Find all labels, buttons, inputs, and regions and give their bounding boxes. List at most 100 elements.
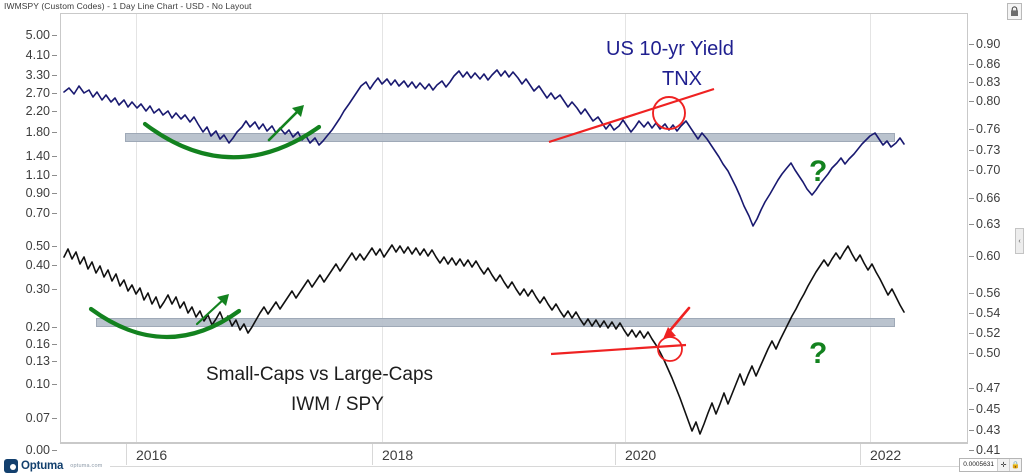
right-axis-tick-0.60: 0.60: [976, 249, 1001, 263]
right-axis-tick-0.54: 0.54: [976, 306, 1001, 320]
right-axis-tickmark: [969, 150, 974, 151]
tnx-panel-graphics: [63, 69, 905, 227]
optuma-logo-text: Optuma: [21, 459, 64, 472]
tnx-question-mark: ?: [809, 155, 828, 188]
right-axis-tick-0.52: 0.52: [976, 326, 1001, 340]
left-axis-tick-0.20: 0.20: [25, 320, 50, 334]
footer-divider: [110, 466, 970, 467]
x-axis-separator: [126, 444, 127, 465]
left-axis-tickmark: [52, 193, 57, 194]
tnx-price-line: [63, 69, 905, 227]
left-axis-tickmark: [52, 418, 57, 419]
left-axis-tickmark: [52, 175, 57, 176]
left-axis-tick-2.20: 2.20: [25, 104, 50, 118]
right-axis-tick-0.73: 0.73: [976, 143, 1001, 157]
optuma-url: optuma.com: [70, 462, 103, 469]
support-band-iwmspy: [96, 318, 895, 327]
crosshair-icon[interactable]: ✛: [998, 459, 1010, 471]
left-axis-tick-3.30: 3.30: [25, 68, 50, 82]
tnx-breakout-arrow: [267, 105, 304, 142]
right-axis-tickmark: [969, 256, 974, 257]
value-readout: 0.0005631: [960, 459, 998, 471]
left-axis-tickmark: [52, 344, 57, 345]
left-axis-tickmark: [52, 156, 57, 157]
iwmspy-rounded-bottom-arc: [88, 306, 242, 340]
right-axis-tick-0.90: 0.90: [976, 37, 1001, 51]
left-axis-tick-0.30: 0.30: [25, 282, 50, 296]
left-axis-tickmark: [52, 35, 57, 36]
gridline-2020: [625, 14, 626, 442]
right-value-axis[interactable]: 0.90 0.86 0.83 0.80 0.76 0.73 0.70 0.66 0.63 0.60…: [968, 13, 1024, 456]
left-axis-tickmark: [52, 132, 57, 133]
left-axis-tick-0.16: 0.16: [25, 337, 50, 351]
right-axis-tickmark: [969, 64, 974, 65]
left-axis-tick-0.07: 0.07: [25, 411, 50, 425]
tnx-title-line-2: TNX: [662, 68, 702, 90]
right-axis-tickmark: [969, 129, 974, 130]
lock-icon[interactable]: [1007, 3, 1022, 20]
x-date-axis[interactable]: 2016 2018 2020 2022: [60, 443, 968, 465]
support-band-tnx: [125, 133, 895, 142]
plot-area[interactable]: US 10-yr Yield TNX Small-Caps vs Large-C…: [60, 13, 968, 443]
right-axis-tickmark: [969, 333, 974, 334]
left-axis-tick-0.70: 0.70: [25, 206, 50, 220]
iwmspy-price-line: [63, 244, 905, 435]
right-axis-tickmark: [969, 293, 974, 294]
left-axis-tickmark: [52, 289, 57, 290]
left-axis-tickmark: [52, 361, 57, 362]
right-axis-tick-0.63: 0.63: [976, 217, 1001, 231]
right-axis-tickmark: [969, 170, 974, 171]
left-axis-tick-0.90: 0.90: [25, 186, 50, 200]
right-axis-tickmark: [969, 82, 974, 83]
right-axis-tickmark: [969, 101, 974, 102]
right-axis-tick-0.41: 0.41: [976, 443, 1001, 457]
right-axis-tick-0.80: 0.80: [976, 94, 1001, 108]
left-axis-tickmark: [52, 246, 57, 247]
x-axis-separator: [615, 444, 616, 465]
left-axis-tickmark: [52, 93, 57, 94]
right-axis-tickmark: [969, 198, 974, 199]
iwmspy-breakdown-circle: [657, 336, 683, 362]
optuma-logo-mark: [4, 458, 18, 473]
lock-icon[interactable]: 🔒: [1011, 462, 1020, 469]
left-axis-tickmark: [52, 384, 57, 385]
left-axis-tick-0.00: 0.00: [25, 443, 50, 457]
right-axis-tick-0.50: 0.50: [976, 346, 1001, 360]
left-axis-tick-5.00: 5.00: [25, 28, 50, 42]
left-axis-tickmark: [52, 265, 57, 266]
right-axis-tick-0.76: 0.76: [976, 122, 1001, 136]
gridline-2022: [870, 14, 871, 442]
left-axis-tickmark: [52, 450, 57, 451]
right-axis-tick-0.47: 0.47: [976, 381, 1001, 395]
tnx-red-trendline: [548, 87, 715, 144]
left-axis-tick-1.40: 1.40: [25, 149, 50, 163]
left-axis-tickmark: [52, 327, 57, 328]
right-axis-tickmark: [969, 388, 974, 389]
iwmspy-question-mark: ?: [809, 337, 828, 370]
left-axis-tick-0.13: 0.13: [25, 354, 50, 368]
iwmspy-failure-arrow: [663, 306, 691, 339]
x-axis-tick-2020: 2020: [625, 447, 657, 463]
optuma-logo: Optuma optuma.com: [4, 458, 103, 473]
status-bar: Optuma optuma.com 0.0005631 ✛ 🔒: [0, 455, 1024, 476]
right-axis-tick-0.45: 0.45: [976, 402, 1001, 416]
left-axis-tickmark: [52, 111, 57, 112]
right-axis-tick-0.43: 0.43: [976, 423, 1001, 437]
left-axis-tick-1.80: 1.80: [25, 125, 50, 139]
value-readout-box[interactable]: 0.0005631 ✛ 🔒: [959, 458, 1022, 472]
window-title-bar: IWMSPY (Custom Codes) - 1 Day Line Chart…: [0, 0, 1024, 13]
x-axis-separator: [372, 444, 373, 465]
x-axis-tick-2018: 2018: [382, 447, 414, 463]
left-value-axis[interactable]: 5.00 4.10 3.30 2.70 2.20 1.80 1.40 1.10 0.90 0.70…: [0, 13, 58, 456]
tnx-rounded-bottom-arc: [142, 121, 322, 160]
left-axis-tickmark: [52, 55, 57, 56]
tnx-title-line-1: US 10-yr Yield: [606, 38, 734, 60]
right-axis-tickmark: [969, 450, 974, 451]
window-title: IWMSPY (Custom Codes) - 1 Day Line Chart…: [4, 1, 252, 11]
left-axis-tickmark: [52, 213, 57, 214]
x-axis-tick-2016: 2016: [136, 447, 168, 463]
iwmspy-title-line-2: IWM / SPY: [291, 394, 384, 415]
left-axis-tick-1.10: 1.10: [25, 168, 50, 182]
right-axis-tick-0.86: 0.86: [976, 57, 1001, 71]
